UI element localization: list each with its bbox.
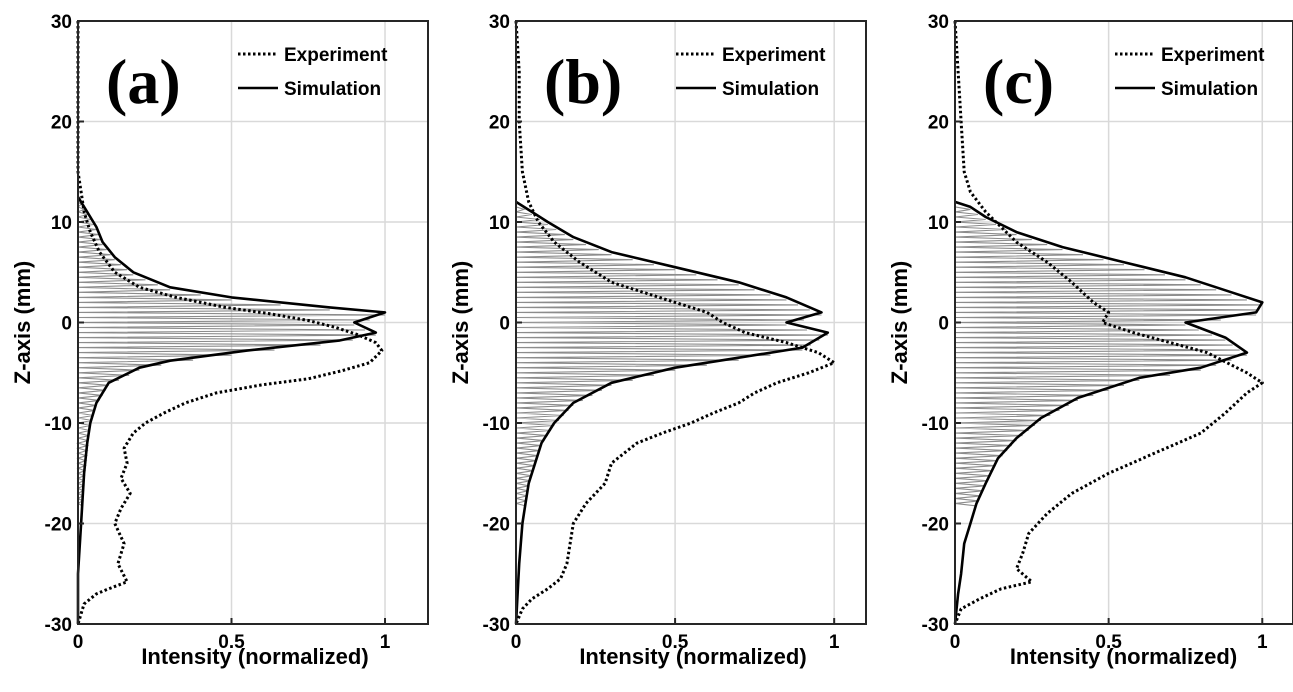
panel-label: (b): [544, 46, 622, 117]
y-tick-label: 10: [489, 213, 510, 234]
y-tick-label: 30: [489, 12, 510, 33]
x-tick-label: 0.5: [1095, 632, 1122, 653]
y-tick-label: 0: [938, 314, 949, 335]
y-tick-label: -30: [922, 615, 949, 636]
legend-label-experiment: Experiment: [284, 45, 388, 66]
y-tick-label: 20: [51, 113, 72, 134]
legend-label-simulation: Simulation: [722, 79, 819, 100]
y-tick-label: -30: [483, 615, 510, 636]
legend-label-experiment: Experiment: [1161, 45, 1265, 66]
series-line-experiment: [953, 20, 1264, 625]
y-tick-label: 30: [928, 12, 949, 33]
y-tick-label: -10: [922, 414, 949, 435]
y-axis-label: Z-axis (mm): [887, 261, 912, 384]
x-tick-label: 1: [1257, 632, 1268, 653]
simulation-oscillation: [515, 201, 828, 507]
simulation-oscillation: [75, 196, 386, 507]
x-tick-label: 1: [829, 632, 840, 653]
x-axis-label: Intensity (normalized): [579, 644, 806, 669]
legend-label-simulation: Simulation: [1161, 79, 1258, 100]
chart-panel-1: 0 0.5 1 -30 -20 -10 0 10 20 30 Intensity (normaliz…: [10, 12, 429, 669]
y-tick-label: 20: [928, 113, 949, 134]
series-line-experiment: [514, 20, 836, 625]
legend-label-simulation: Simulation: [284, 79, 381, 100]
series-line-simulation: [953, 200, 1264, 625]
x-tick-label: 0.5: [662, 632, 689, 653]
y-tick-label: -10: [45, 414, 72, 435]
x-tick-label: 0: [511, 632, 522, 653]
y-tick-label: -10: [483, 414, 510, 435]
x-axis-label: Intensity (normalized): [1010, 644, 1237, 669]
y-tick-label: 10: [51, 213, 72, 234]
y-tick-label: 0: [499, 314, 510, 335]
y-tick-label: -20: [483, 515, 510, 536]
y-tick-label: 30: [51, 12, 72, 33]
panel-label: (a): [106, 46, 181, 117]
y-tick-label: -20: [45, 515, 72, 536]
x-tick-label: 0: [73, 632, 84, 653]
simulation-oscillation: [954, 201, 1263, 507]
y-tick-label: -30: [45, 615, 72, 636]
x-axis-label: Intensity (normalized): [141, 644, 368, 669]
chart-panel-3: 0 0.5 1 -30 -20 -10 0 10 20 30 Intensity (normaliz…: [887, 12, 1293, 669]
series-line-simulation: [76, 196, 387, 624]
y-tick-label: -20: [922, 515, 949, 536]
x-tick-label: 0: [950, 632, 961, 653]
series-line-simulation: [514, 200, 830, 625]
y-axis-label: Z-axis (mm): [448, 261, 473, 384]
y-tick-label: 0: [61, 314, 72, 335]
x-tick-label: 1: [380, 632, 391, 653]
legend-label-experiment: Experiment: [722, 45, 826, 66]
x-tick-label: 0.5: [218, 632, 245, 653]
panel-label: (c): [983, 46, 1054, 117]
chart-panel-2: 0 0.5 1 -30 -20 -10 0 10 20 30 Intensity (normaliz…: [448, 12, 867, 669]
y-tick-label: 10: [928, 213, 949, 234]
y-tick-label: 20: [489, 113, 510, 134]
y-axis-label: Z-axis (mm): [10, 261, 35, 384]
series-line-experiment: [76, 21, 384, 625]
